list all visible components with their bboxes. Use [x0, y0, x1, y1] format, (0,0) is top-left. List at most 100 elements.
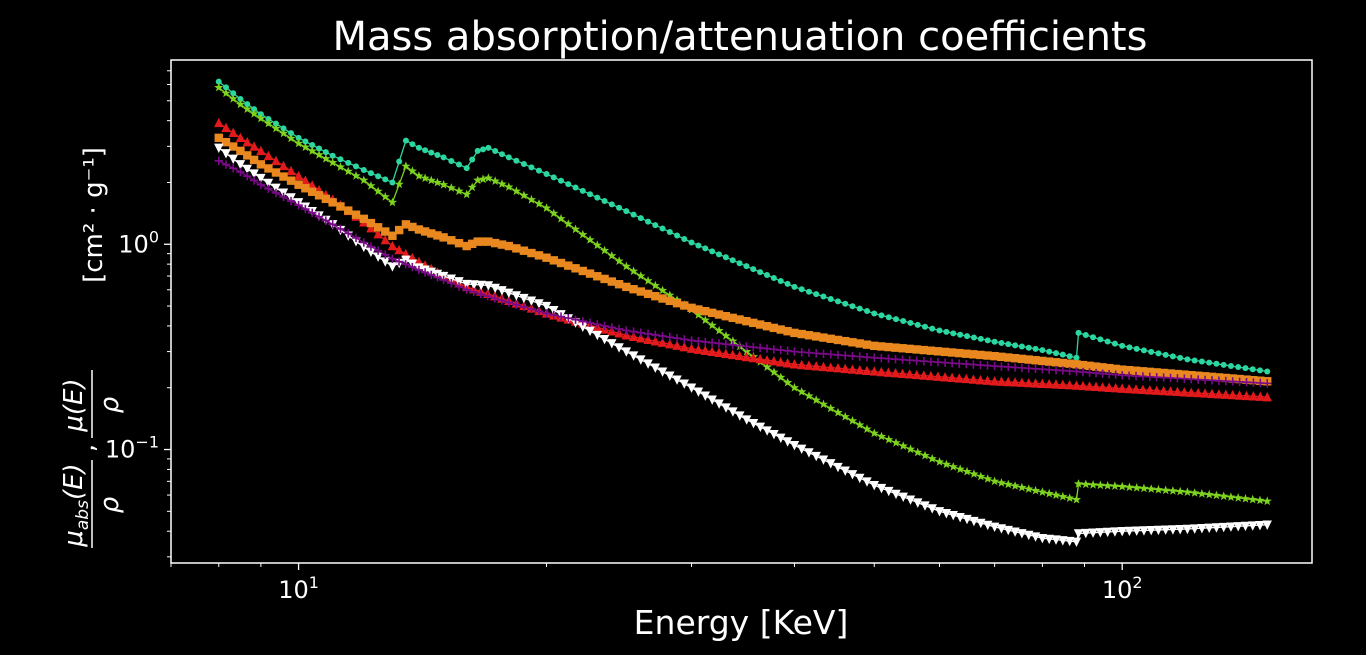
data-point [520, 161, 527, 168]
data-point [433, 273, 442, 282]
data-point [534, 199, 544, 208]
data-point [818, 361, 829, 372]
data-point [1173, 369, 1182, 379]
data-point [1017, 354, 1027, 364]
data-point [497, 240, 507, 249]
data-point [630, 211, 637, 218]
data-point [990, 351, 999, 361]
data-series [215, 78, 1271, 375]
data-point [381, 227, 390, 236]
data-point [840, 411, 850, 421]
data-point [742, 317, 751, 326]
data-point [1051, 358, 1061, 367]
data-point [1227, 389, 1238, 400]
data-point [905, 495, 916, 505]
data-point [1139, 526, 1149, 536]
data-point [797, 347, 806, 357]
data-point [1065, 359, 1074, 368]
data-point [366, 181, 376, 190]
data-point [1131, 384, 1141, 394]
data-point [891, 343, 900, 352]
data-point [947, 372, 957, 383]
data-point [927, 453, 937, 463]
data-point [650, 280, 660, 290]
data-point [543, 170, 550, 177]
data-point [783, 327, 792, 336]
data-point [414, 265, 424, 275]
data-point [782, 437, 793, 447]
data-point [912, 369, 922, 380]
data-point [308, 187, 317, 196]
y-label-ratio2: μ(E) [59, 378, 89, 432]
data-point [983, 520, 993, 531]
data-point [242, 136, 252, 147]
data-point [345, 159, 352, 166]
data-point [387, 197, 397, 207]
data-point [962, 466, 972, 476]
data-point [1262, 496, 1272, 506]
data-point [314, 212, 324, 221]
data-point [322, 149, 329, 156]
data-point [702, 245, 709, 252]
data-point [1044, 357, 1054, 366]
data-point [976, 471, 986, 481]
data-point [214, 143, 224, 154]
data-point [483, 173, 493, 182]
data-point [741, 351, 752, 362]
data-point [271, 188, 281, 198]
data-point [827, 295, 834, 302]
data-point [1088, 480, 1098, 489]
data-point [755, 422, 766, 433]
data-point [272, 120, 279, 127]
data-point [905, 355, 914, 365]
data-point [528, 164, 535, 171]
data-point [279, 172, 288, 181]
data-point [750, 266, 757, 273]
data-point [707, 320, 717, 330]
data-point [1249, 366, 1256, 373]
data-point [989, 376, 1000, 386]
data-point [1211, 490, 1221, 500]
data-point [1104, 363, 1114, 373]
data-point [1071, 380, 1082, 390]
data-point [797, 444, 807, 455]
data-point [314, 191, 324, 200]
data-point [1031, 356, 1040, 365]
data-point [665, 339, 675, 349]
data-point [1051, 535, 1061, 545]
data-point [448, 157, 455, 164]
data-point [229, 142, 238, 151]
data-point [1082, 332, 1089, 339]
data-point [1206, 359, 1213, 366]
data-point [1255, 495, 1265, 505]
data-point [359, 242, 369, 253]
data-point [308, 208, 317, 218]
data-point [1234, 390, 1245, 400]
data-point [593, 320, 602, 329]
data-point [862, 352, 872, 362]
data-point [328, 157, 338, 167]
data-point [769, 356, 779, 366]
data-point [1169, 353, 1176, 360]
data-point [328, 220, 337, 229]
data-point [235, 99, 245, 109]
data-point [983, 474, 993, 483]
data-point [950, 330, 957, 337]
data-point [614, 324, 624, 334]
data-point [1138, 367, 1148, 376]
data-point [929, 325, 936, 332]
data-point [864, 308, 871, 315]
data-point [693, 344, 704, 354]
data-point [1030, 532, 1041, 542]
data-point [762, 426, 772, 436]
data-point [294, 138, 304, 148]
data-point [511, 291, 522, 301]
data-point [497, 179, 507, 188]
data-point [321, 194, 331, 204]
data-point [848, 351, 857, 361]
data-point [798, 286, 805, 293]
data-point [991, 338, 998, 345]
data-point [235, 160, 246, 170]
data-point [855, 473, 865, 484]
data-point [1218, 522, 1229, 533]
